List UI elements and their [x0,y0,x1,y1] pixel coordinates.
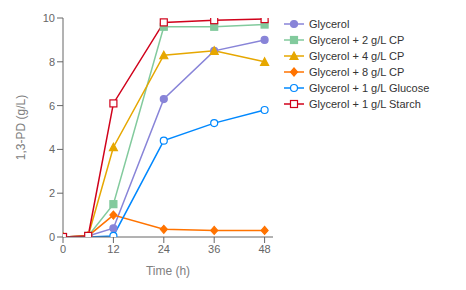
svg-text:4: 4 [49,143,55,155]
svg-text:Time (h): Time (h) [146,264,190,278]
svg-text:1,3-PD (g/L): 1,3-PD (g/L) [14,95,28,160]
svg-text:10: 10 [43,12,55,24]
svg-text:0: 0 [49,231,55,243]
html-text:Glycerol + 1 g/L Glucose: Glycerol + 1 g/L Glucose [309,82,430,94]
html-text:Glycerol + 4 g/L CP: Glycerol + 4 g/L CP [309,50,405,62]
svg-text:0: 0 [60,243,66,255]
html-text:Glycerol + 8 g/L CP: Glycerol + 8 g/L CP [309,66,405,78]
svg-text:48: 48 [258,243,270,255]
html-text:Glycerol: Glycerol [309,18,350,30]
svg-text:8: 8 [49,56,55,68]
svg-text:12: 12 [107,243,119,255]
svg-text:36: 36 [208,243,220,255]
svg-text:6: 6 [49,100,55,112]
html-text:Glycerol + 2 g/L CP: Glycerol + 2 g/L CP [309,34,405,46]
html-text:Glycerol + 1 g/L Starch: Glycerol + 1 g/L Starch [309,98,421,110]
svg-text:2: 2 [49,187,55,199]
svg-text:24: 24 [158,243,170,255]
